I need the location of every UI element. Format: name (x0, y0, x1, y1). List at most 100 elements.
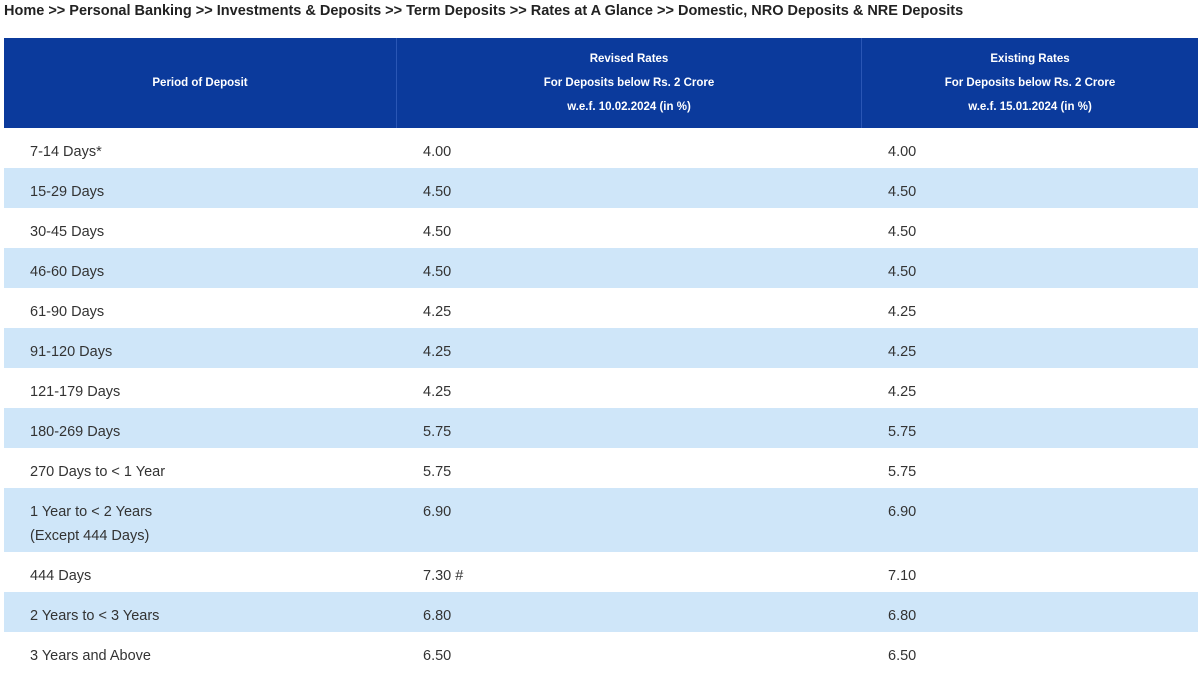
period-cell: 91-120 Days (4, 328, 397, 368)
period-cell: 270 Days to < 1 Year (4, 448, 397, 488)
revised-cell: 5.75 (397, 448, 862, 488)
header-line: Existing Rates (990, 53, 1070, 65)
table-row: 180-269 Days 5.75 5.75 (4, 408, 1198, 448)
period: 61-90 Days (30, 304, 105, 320)
revised-cell: 4.50 (397, 168, 862, 208)
existing: 5.75 (888, 464, 917, 480)
existing-cell: 4.25 (862, 288, 1198, 328)
revised: 6.50 (423, 648, 452, 664)
existing-cell: 4.25 (862, 368, 1198, 408)
revised-cell: 6.80 (397, 592, 862, 632)
existing: 4.50 (888, 184, 917, 200)
header-line: Period of Deposit (152, 77, 248, 89)
period-cell: 7-14 Days* (4, 128, 397, 168)
period-cell: 2 Years to < 3 Years (4, 592, 397, 632)
existing: 4.25 (888, 344, 917, 360)
existing-cell: 5.75 (862, 408, 1198, 448)
header-line: Revised Rates (589, 53, 669, 65)
existing-cell: 6.50 (862, 632, 1198, 672)
period-cell: 30-45 Days (4, 208, 397, 248)
existing: 4.00 (888, 144, 917, 160)
rates-table: Period of Deposit Revised Rates For Deposi… (4, 38, 1198, 672)
existing: 5.75 (888, 424, 917, 440)
revised-cell: 4.25 (397, 288, 862, 328)
table-row: 30-45 Days 4.50 4.50 (4, 208, 1198, 248)
period-cell: 15-29 Days (4, 168, 397, 208)
revised: 4.25 (423, 304, 452, 320)
revised-cell: 4.25 (397, 368, 862, 408)
period: 91-120 Days (30, 344, 113, 360)
period-cell: 121-179 Days (4, 368, 397, 408)
period: 2 Years to < 3 Years (30, 608, 160, 624)
existing: 6.80 (888, 608, 917, 624)
revised: 6.80 (423, 608, 452, 624)
table-row: 7-14 Days* 4.00 4.00 (4, 128, 1198, 168)
existing-cell: 6.80 (862, 592, 1198, 632)
period-note: (Except 444 Days) (30, 528, 150, 544)
revised-cell: 4.50 (397, 208, 862, 248)
table-row: 91-120 Days 4.25 4.25 (4, 328, 1198, 368)
revised: 4.00 (423, 144, 452, 160)
period-cell: 1 Year to < 2 Years (Except 444 Days) (4, 488, 397, 552)
existing-cell: 4.25 (862, 328, 1198, 368)
existing-cell: 4.50 (862, 168, 1198, 208)
revised-cell: 5.75 (397, 408, 862, 448)
table-row: 3 Years and Above 6.50 6.50 (4, 632, 1198, 672)
table-row: 2 Years to < 3 Years 6.80 6.80 (4, 592, 1198, 632)
period: 270 Days to < 1 Year (30, 464, 166, 480)
table-row: 46-60 Days 4.50 4.50 (4, 248, 1198, 288)
revised-cell: 6.50 (397, 632, 862, 672)
existing: 4.25 (888, 304, 917, 320)
period-cell: 3 Years and Above (4, 632, 397, 672)
revised: 5.75 (423, 464, 452, 480)
period-cell: 46-60 Days (4, 248, 397, 288)
revised: 7.30 # (423, 568, 464, 584)
table-row: 15-29 Days 4.50 4.50 (4, 168, 1198, 208)
existing-cell: 4.00 (862, 128, 1198, 168)
table-row: 444 Days 7.30 # 7.10 (4, 552, 1198, 592)
existing-cell: 6.90 (862, 488, 1198, 552)
period: 7-14 Days* (30, 144, 102, 160)
header-row: Period of Deposit Revised Rates For Deposi… (4, 38, 1198, 128)
revised-cell: 4.25 (397, 328, 862, 368)
period: 1 Year to < 2 Years (30, 504, 153, 520)
revised: 4.50 (423, 184, 452, 200)
breadcrumb: Home >> Personal Banking >> Investments … (4, 3, 964, 19)
header-cell: Period of Deposit (4, 38, 397, 128)
header-line: w.e.f. 15.01.2024 (in %) (968, 101, 1092, 113)
header-line: For Deposits below Rs. 2 Crore (543, 77, 715, 89)
revised: 5.75 (423, 424, 452, 440)
period: 15-29 Days (30, 184, 105, 200)
header-line: For Deposits below Rs. 2 Crore (944, 77, 1116, 89)
period: 30-45 Days (30, 224, 105, 240)
existing-cell: 4.50 (862, 248, 1198, 288)
period: 3 Years and Above (30, 648, 151, 664)
revised-cell: 7.30 # (397, 552, 862, 592)
table-row: 270 Days to < 1 Year 5.75 5.75 (4, 448, 1198, 488)
header-line: w.e.f. 10.02.2024 (in %) (567, 101, 691, 113)
existing: 7.10 (888, 568, 917, 584)
period-cell: 180-269 Days (4, 408, 397, 448)
period: 46-60 Days (30, 264, 105, 280)
existing-cell: 5.75 (862, 448, 1198, 488)
revised: 4.25 (423, 344, 452, 360)
period-cell: 444 Days (4, 552, 397, 592)
period-cell: 61-90 Days (4, 288, 397, 328)
revised-cell: 6.90 (397, 488, 862, 552)
revised-cell: 4.00 (397, 128, 862, 168)
header-cell: Revised Rates For Deposits below Rs. 2 Cr… (397, 38, 862, 128)
existing-cell: 7.10 (862, 552, 1198, 592)
revised: 4.50 (423, 264, 452, 280)
revised: 6.90 (423, 504, 452, 520)
table-row: 121-179 Days 4.25 4.25 (4, 368, 1198, 408)
existing: 6.90 (888, 504, 917, 520)
revised: 4.50 (423, 224, 452, 240)
table-row: 1 Year to < 2 Years (Except 444 Days) 6.90… (4, 488, 1198, 552)
period: 180-269 Days (30, 424, 121, 440)
table-row: 61-90 Days 4.25 4.25 (4, 288, 1198, 328)
period: 444 Days (30, 568, 92, 584)
period: 121-179 Days (30, 384, 121, 400)
existing: 4.25 (888, 384, 917, 400)
existing: 4.50 (888, 264, 917, 280)
